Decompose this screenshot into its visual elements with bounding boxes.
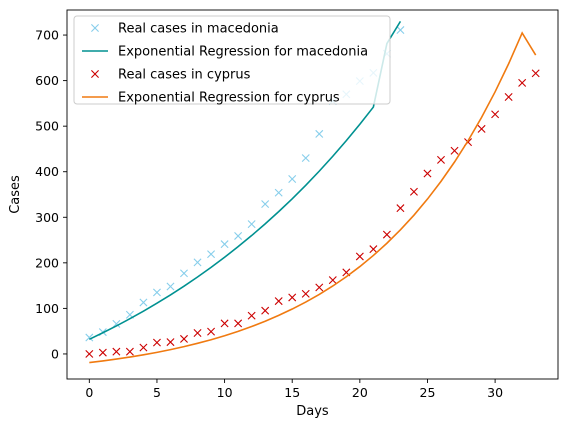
y-tick-label: 600	[35, 73, 59, 88]
legend-item: Exponential Regression for macedonia	[82, 45, 368, 60]
data-point	[518, 78, 527, 87]
legend: Real cases in macedonia Exponential Regre…	[73, 15, 391, 106]
x-tick-label: 0	[85, 385, 93, 400]
data-point	[301, 289, 310, 298]
data-point	[531, 69, 540, 78]
data-point	[288, 293, 297, 302]
data-point	[152, 338, 161, 347]
y-tick-label: 300	[35, 210, 59, 225]
data-point	[85, 333, 94, 342]
y-axis: 0 100 200 300 400 500 600 700	[35, 28, 67, 361]
legend-item: Real cases in cyprus	[91, 68, 251, 83]
data-point	[125, 347, 134, 356]
x-tick-label: 15	[284, 385, 300, 400]
data-point	[288, 175, 297, 184]
data-point	[247, 220, 256, 229]
y-tick-label: 400	[35, 164, 59, 179]
data-point	[112, 347, 121, 356]
legend-label: Real cases in macedonia	[118, 22, 279, 37]
legend-box	[73, 15, 391, 105]
data-point	[220, 319, 229, 328]
y-axis-label: Cases	[8, 175, 23, 214]
legend-label: Real cases in cyprus	[118, 68, 251, 83]
series-3	[89, 31, 537, 364]
data-point	[234, 231, 243, 240]
data-point	[166, 282, 175, 291]
data-point	[247, 311, 256, 320]
data-point	[382, 230, 391, 239]
y-tick-label: 0	[51, 346, 59, 361]
data-point	[423, 169, 432, 178]
series-2	[85, 69, 540, 358]
data-point	[328, 276, 337, 285]
x-tick-label: 10	[217, 385, 233, 400]
data-point	[152, 288, 161, 297]
data-point	[274, 188, 283, 197]
data-point	[207, 250, 216, 259]
x-axis-label: Days	[296, 404, 329, 419]
x-tick-label: 20	[352, 385, 368, 400]
legend-label: Exponential Regression for macedonia	[118, 45, 368, 60]
data-point	[180, 334, 188, 343]
data-point	[437, 155, 445, 164]
x-tick-label: 5	[153, 385, 161, 400]
axes-frame	[66, 9, 559, 380]
y-tick-label: 100	[35, 301, 59, 316]
legend-label: Exponential Regression for cyprus	[118, 91, 340, 106]
data-point	[504, 93, 513, 102]
data-point	[261, 200, 270, 209]
y-tick-label: 200	[35, 255, 59, 270]
series-line	[88, 20, 402, 341]
legend-item: Real cases in macedonia	[91, 22, 279, 37]
legend-swatch	[91, 70, 99, 78]
data-point	[193, 258, 202, 267]
data-point	[98, 348, 107, 357]
data-point	[234, 319, 243, 328]
data-point	[207, 327, 216, 336]
data-point	[166, 338, 175, 347]
series-1	[88, 20, 402, 341]
data-point	[261, 306, 270, 315]
data-point	[369, 245, 378, 254]
x-axis: 0 5 10 15 20 25 30	[85, 379, 503, 400]
data-point	[409, 187, 418, 196]
data-point	[355, 252, 364, 261]
data-point	[139, 343, 148, 352]
data-point	[85, 349, 94, 358]
data-point	[180, 269, 188, 278]
x-tick-label: 25	[420, 385, 436, 400]
y-tick-label: 500	[35, 119, 59, 134]
x-tick-label: 30	[487, 385, 503, 400]
data-point	[315, 129, 324, 138]
data-point	[301, 154, 310, 163]
data-point	[220, 240, 229, 249]
data-point	[477, 124, 486, 133]
legend-item: Exponential Regression for cyprus	[82, 91, 340, 106]
data-point	[139, 298, 148, 307]
data-point	[274, 297, 283, 306]
legend-swatch	[91, 24, 99, 32]
y-tick-label: 700	[35, 28, 59, 43]
data-point	[315, 283, 324, 292]
series-line	[89, 31, 537, 364]
data-point	[491, 110, 500, 119]
data-point	[396, 26, 405, 35]
data-point	[450, 146, 459, 155]
data-point	[193, 328, 202, 337]
data-point	[396, 204, 405, 213]
